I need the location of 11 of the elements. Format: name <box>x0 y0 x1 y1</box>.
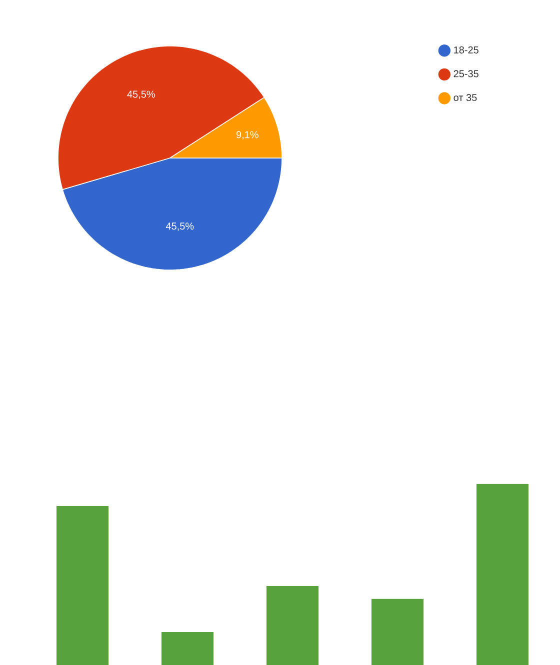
bar <box>476 484 528 665</box>
data-label: 45,5% <box>127 90 155 99</box>
data-label: 45,5% <box>166 222 194 231</box>
bar <box>371 598 424 665</box>
bar <box>266 586 318 665</box>
bar <box>56 506 108 665</box>
legend-label: 25-35 <box>454 70 478 78</box>
bar <box>161 632 214 665</box>
legend-label: 18-25 <box>454 46 478 54</box>
legend-label: от 35 <box>454 94 477 102</box>
data-label: 9,1% <box>236 131 258 140</box>
